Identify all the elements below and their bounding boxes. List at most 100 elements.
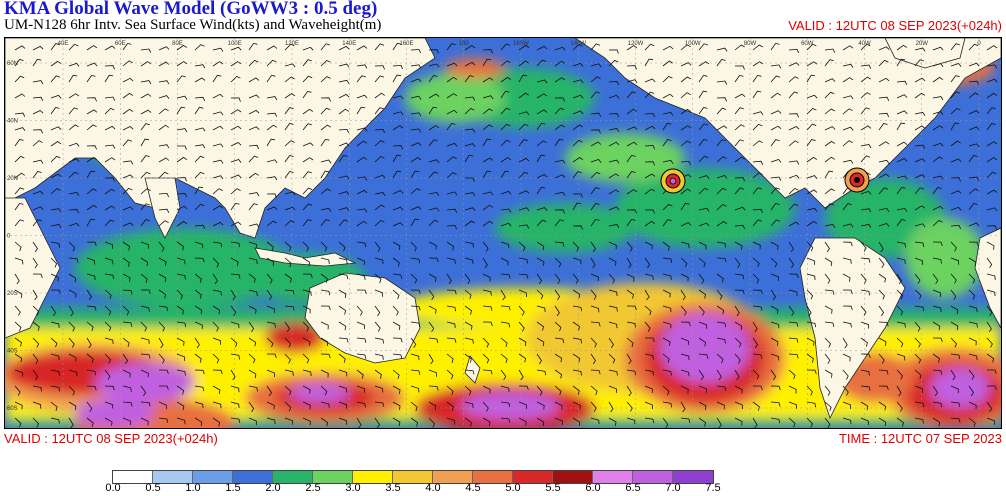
wind-barb — [410, 142, 422, 147]
wind-barb — [140, 48, 152, 53]
wind-barb — [302, 353, 310, 364]
wind-barb — [158, 192, 170, 198]
wind-barb — [824, 223, 836, 228]
wind-barb — [896, 337, 904, 348]
wind-barb — [32, 273, 43, 278]
wind-barb — [338, 241, 346, 252]
wind-barb — [788, 353, 799, 359]
wind-barb — [824, 305, 833, 314]
wind-barb — [680, 76, 691, 83]
wind-barb — [716, 97, 727, 102]
wind-barb — [770, 159, 782, 163]
wind-barb — [788, 140, 799, 147]
wind-barb — [968, 353, 978, 361]
wind-barb — [590, 63, 602, 68]
wind-barb — [140, 257, 149, 267]
wind-barb — [14, 385, 21, 396]
wind-barb — [932, 241, 943, 247]
wind-barb — [356, 127, 368, 132]
wind-barb — [680, 385, 689, 394]
wind-barb — [50, 385, 60, 392]
wind-barb — [212, 221, 224, 227]
wind-barb — [464, 273, 471, 285]
wind-barb — [914, 401, 925, 408]
wind-barb — [824, 126, 836, 131]
lat-label: 20S — [7, 291, 18, 297]
wind-barb — [716, 175, 728, 179]
wind-barb — [104, 96, 116, 101]
wind-barb — [680, 62, 692, 67]
wind-barb — [932, 305, 942, 313]
wind-barb — [950, 177, 961, 182]
colorbar-swatch — [313, 471, 353, 483]
wind-barb — [536, 257, 545, 266]
wind-barb — [14, 187, 25, 195]
wind-barb — [914, 289, 922, 300]
wind-barb — [752, 160, 764, 165]
wind-barb — [806, 220, 818, 227]
wind-barb — [176, 305, 185, 315]
wind-barb — [572, 257, 582, 265]
wind-barb — [158, 220, 169, 227]
wind-barb — [464, 207, 476, 212]
wind-barb — [734, 369, 740, 381]
wind-barb — [248, 172, 260, 179]
wind-barb — [680, 202, 690, 211]
wind-barb — [140, 273, 148, 284]
wind-barb — [572, 241, 579, 252]
wind-barb — [698, 90, 708, 99]
wind-barb — [446, 172, 457, 179]
wind-barb — [428, 75, 438, 83]
wind-barb — [194, 171, 205, 179]
wind-barb — [806, 74, 816, 83]
wind-barb — [590, 129, 601, 134]
wind-barb — [680, 140, 691, 147]
wind-barb — [770, 289, 776, 301]
wind-barb — [806, 273, 816, 281]
wind-barb — [248, 77, 260, 83]
wind-barb — [968, 203, 978, 211]
wind-barb — [176, 44, 188, 51]
wind-barb — [554, 159, 566, 164]
wind-barb — [392, 417, 401, 427]
wind-barb — [248, 257, 258, 265]
wind-barb — [716, 353, 724, 364]
wind-barb — [860, 289, 870, 296]
wind-barb — [464, 289, 472, 300]
wind-barb — [626, 273, 635, 282]
wind-barb — [140, 80, 152, 85]
wind-barb — [194, 127, 206, 132]
wind-barb — [968, 80, 980, 85]
wind-barb — [788, 417, 796, 428]
wind-barb — [968, 155, 978, 163]
wind-barb — [590, 257, 596, 269]
wind-barb — [824, 203, 834, 211]
wind-barb — [374, 289, 383, 297]
wind-barb — [266, 305, 275, 313]
wind-barb — [266, 257, 275, 267]
wind-barb — [932, 273, 939, 285]
wind-barb — [842, 417, 852, 425]
wind-barb — [338, 191, 350, 195]
wind-barb — [302, 203, 313, 211]
wind-barb — [302, 241, 309, 252]
colorbar-label: 7.5 — [705, 482, 721, 494]
wind-barb — [680, 401, 686, 413]
wind-barb — [608, 141, 620, 147]
wind-barb — [950, 241, 957, 252]
wind-barb — [32, 289, 38, 301]
wind-barb — [122, 222, 134, 227]
wind-barb — [752, 385, 763, 391]
wind-barb — [464, 128, 476, 133]
wind-barb — [50, 141, 62, 147]
wind-barb — [536, 219, 547, 227]
wind-barb — [752, 140, 763, 147]
wind-barb — [824, 417, 831, 428]
wind-barb — [86, 45, 98, 51]
wind-barb — [770, 92, 782, 99]
wind-barb — [410, 353, 420, 361]
wind-barb — [176, 369, 186, 376]
wind-barb — [572, 353, 581, 363]
wind-barb — [806, 61, 818, 67]
wind-barb — [392, 42, 402, 51]
